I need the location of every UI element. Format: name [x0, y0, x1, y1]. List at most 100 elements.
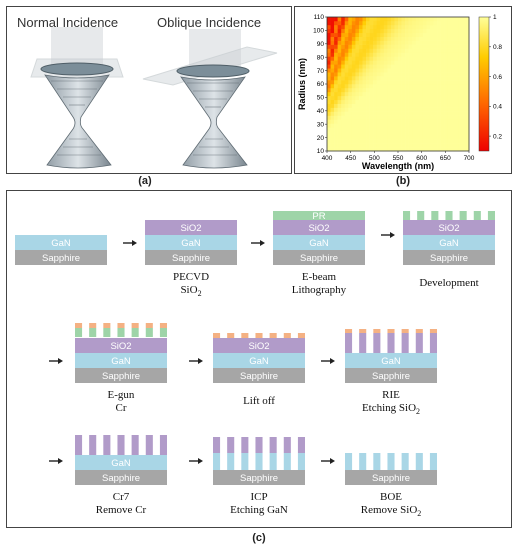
sio2-pillar — [159, 435, 167, 455]
flow-arrow-head — [260, 240, 265, 246]
heatmap-cell — [401, 76, 406, 81]
heatmap-cell — [344, 36, 349, 41]
heatmap-cell — [341, 95, 346, 101]
heatmap-cell — [376, 56, 381, 61]
heatmap-cell — [451, 17, 456, 22]
heatmap-cell — [398, 127, 402, 132]
heatmap-cell — [461, 64, 466, 69]
heatmap-cell — [398, 135, 402, 140]
heatmap-cell — [415, 103, 420, 108]
heatmap-cell — [351, 115, 356, 120]
heatmap-cell — [358, 64, 363, 69]
heatmap-cell — [380, 28, 385, 34]
heatmap-cell — [401, 135, 406, 140]
heatmap-cell — [440, 44, 445, 49]
heatmap-cell — [408, 139, 413, 144]
heatmap-cell — [337, 91, 342, 97]
heatmap-cell — [458, 72, 463, 77]
heatmap-cell — [330, 95, 335, 101]
heatmap-cell — [454, 24, 459, 30]
heatmap-cell — [390, 127, 395, 132]
heatmap-cell — [426, 143, 431, 148]
heatmap-cell — [444, 32, 448, 38]
step-caption-line1: ICP — [250, 491, 268, 503]
heatmap-cell — [369, 48, 374, 53]
heatmap-cell — [447, 40, 452, 45]
heatmap-cell — [366, 111, 370, 116]
heatmap-cell — [334, 131, 338, 136]
heatmap-cell — [355, 123, 360, 128]
heatmap-cell — [366, 103, 370, 108]
heatmap-cell — [327, 20, 331, 26]
heatmap-cell — [394, 147, 399, 152]
sio2-layer-label: SiO2 — [248, 341, 269, 352]
heatmap-cell — [408, 32, 413, 38]
heatmap-cell — [351, 99, 356, 105]
heatmap-cell — [348, 64, 353, 69]
heatmap-cell — [383, 123, 388, 128]
heatmap-cell — [408, 40, 413, 45]
heatmap-cell — [458, 123, 463, 128]
heatmap-cell — [369, 99, 374, 105]
heatmap-cell — [390, 17, 395, 22]
heatmap-cell — [355, 107, 360, 112]
heatmap-cell — [344, 84, 349, 89]
heatmap-cell — [429, 111, 434, 116]
flow-arrow-head — [198, 358, 203, 364]
step-caption-line1: Lift off — [243, 395, 275, 407]
heatmap-cell — [394, 32, 399, 38]
heatmap-cell — [398, 52, 402, 57]
heatmap-cell — [401, 87, 406, 93]
heatmap-cell — [433, 28, 438, 34]
heatmap-cell — [383, 107, 388, 112]
heatmap-cell — [401, 20, 406, 26]
heatmap-cell — [348, 91, 353, 97]
heatmap-cell — [355, 115, 360, 120]
heatmap-cell — [380, 111, 385, 116]
heatmap-cell — [447, 131, 452, 136]
heatmap-cell — [348, 147, 353, 152]
heatmap-cell — [351, 68, 356, 73]
y-tick-label: 110 — [314, 14, 325, 21]
heatmap-cell — [334, 99, 338, 105]
pr-pillar — [417, 211, 425, 220]
step-caption-line2: Remove Cr — [95, 504, 147, 516]
step-caption: Cr7 Remove Cr — [61, 491, 181, 517]
heatmap-cell — [433, 115, 438, 120]
heatmap-cell — [419, 123, 424, 128]
heatmap-cell — [330, 28, 335, 34]
heatmap-cell — [394, 52, 399, 57]
heatmap-cell — [415, 107, 420, 112]
heatmap-cell — [426, 115, 431, 120]
heatmap-cell — [440, 72, 445, 77]
heatmap-cell — [447, 147, 452, 152]
heatmap-cell — [366, 107, 370, 112]
heatmap-cell — [362, 24, 367, 30]
heatmap-cell — [334, 115, 338, 120]
heatmap-cell — [337, 87, 342, 93]
heatmap-cell — [383, 28, 388, 34]
heatmap-cell — [348, 139, 353, 144]
heatmap-cell — [394, 95, 399, 101]
heatmap-cell — [373, 24, 377, 30]
heatmap-cell — [373, 123, 377, 128]
heatmap-cell — [373, 107, 377, 112]
heatmap-cell — [458, 32, 463, 38]
heatmap-cell — [383, 17, 388, 22]
heatmap-cell — [433, 36, 438, 41]
heatmap-cell — [426, 127, 431, 132]
heatmap-cell — [465, 36, 470, 41]
heatmap-cell — [390, 48, 395, 53]
heatmap-cell — [419, 91, 424, 97]
heatmap-cell — [440, 95, 445, 101]
heatmap-cell — [398, 107, 402, 112]
heatmap-cell — [398, 139, 402, 144]
heatmap-cell — [355, 99, 360, 105]
heatmap-cell — [419, 87, 424, 93]
heatmap-cell — [369, 36, 374, 41]
heatmap-cell — [348, 32, 353, 38]
heatmap-cell — [358, 143, 363, 148]
heatmap-cell — [440, 131, 445, 136]
heatmap-cell — [394, 24, 399, 30]
heatmap-cell — [433, 64, 438, 69]
